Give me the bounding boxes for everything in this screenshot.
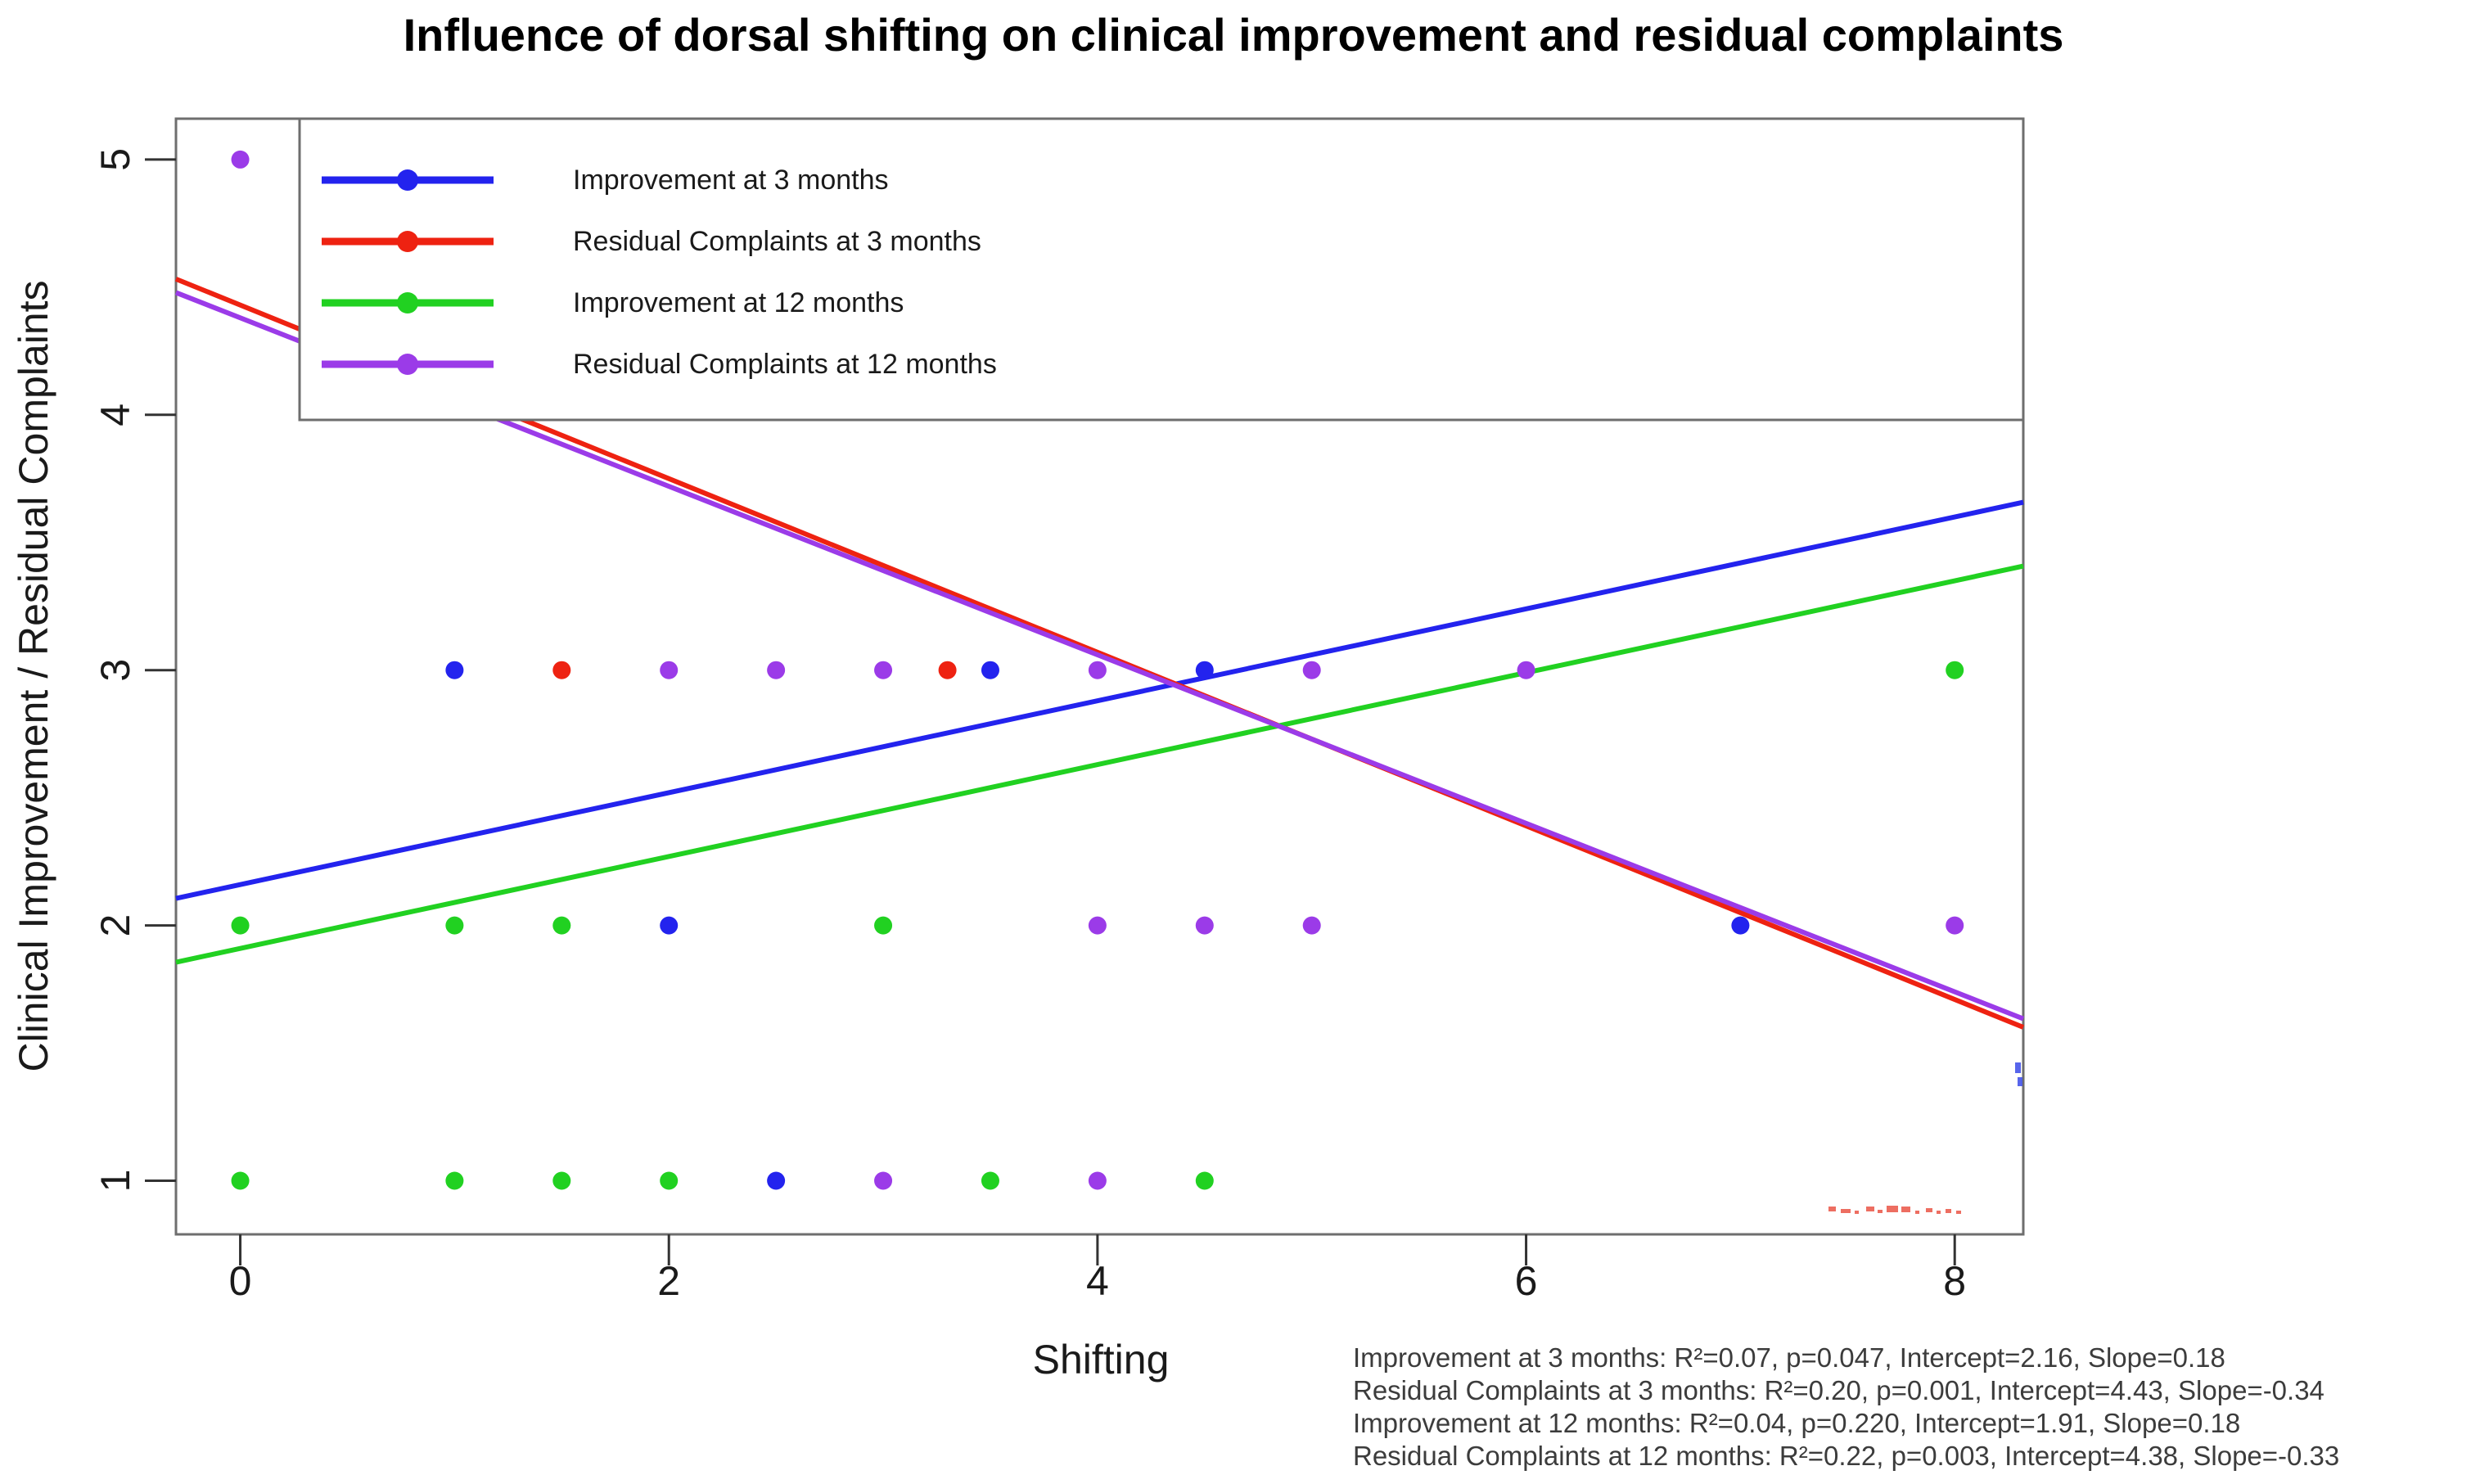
stats-line-3: Improvement at 12 months: R²=0.04, p=0.2…	[1353, 1408, 2240, 1438]
data-point	[767, 661, 786, 679]
legend-label: Residual Complaints at 12 months	[573, 349, 997, 380]
red-overplot-mark	[1937, 1211, 1941, 1214]
data-point	[981, 661, 999, 679]
y-tick-label: 4	[92, 404, 138, 426]
artifact-marks-layer	[1828, 1062, 2022, 1214]
legend-point-sample	[397, 354, 418, 375]
data-point	[660, 661, 679, 679]
data-point	[552, 661, 571, 679]
data-point	[445, 661, 464, 679]
data-point	[1088, 661, 1107, 679]
legend-label: Improvement at 12 months	[573, 287, 904, 318]
data-point	[231, 150, 250, 169]
x-tick-label: 6	[1515, 1258, 1538, 1304]
red-overplot-mark	[1855, 1211, 1859, 1214]
data-point	[1195, 916, 1214, 935]
data-point	[874, 661, 893, 679]
data-point	[874, 1171, 893, 1190]
data-point	[767, 1171, 786, 1190]
data-point	[1302, 916, 1321, 935]
x-tick-label: 8	[1943, 1258, 1966, 1304]
red-overplot-mark	[1956, 1211, 1961, 1214]
x-tick-label: 2	[657, 1258, 680, 1304]
data-point	[552, 916, 571, 935]
stats-line-2: Residual Complaints at 3 months: R²=0.20…	[1353, 1375, 2324, 1405]
legend-items: Improvement at 3 months Residual Complain…	[322, 165, 997, 380]
x-tick-label: 0	[229, 1258, 252, 1304]
legend-point-sample	[397, 231, 418, 252]
red-overplot-mark	[1901, 1207, 1910, 1212]
data-point	[1195, 1171, 1214, 1190]
data-point	[1088, 1171, 1107, 1190]
y-tick-label: 3	[92, 659, 138, 682]
data-point	[231, 916, 250, 935]
x-tick-label: 4	[1086, 1258, 1109, 1304]
stats-line-4: Residual Complaints at 12 months: R²=0.2…	[1353, 1441, 2339, 1471]
regression-line	[175, 499, 2024, 901]
red-overplot-mark	[1915, 1211, 1919, 1214]
stats-block: Improvement at 3 months: R²=0.07, p=0.04…	[1353, 1342, 2339, 1471]
stats-line-1: Improvement at 3 months: R²=0.07, p=0.04…	[1353, 1342, 2225, 1373]
red-overplot-mark	[1878, 1210, 1883, 1213]
data-point	[1088, 916, 1107, 935]
legend-box	[298, 117, 2025, 422]
legend: Improvement at 3 months Residual Complain…	[298, 117, 2025, 422]
legend-label: Improvement at 3 months	[573, 165, 889, 196]
data-point	[445, 916, 464, 935]
y-tick-label: 2	[92, 914, 138, 937]
data-point	[1302, 661, 1321, 679]
data-point	[938, 661, 957, 679]
legend-point-sample	[397, 169, 418, 191]
data-point	[660, 916, 679, 935]
data-point	[981, 1171, 999, 1190]
red-overplot-mark	[1866, 1207, 1874, 1211]
legend-label: Residual Complaints at 3 months	[573, 226, 981, 257]
y-tick-label: 1	[92, 1170, 138, 1193]
red-overplot-mark	[1841, 1209, 1851, 1213]
regression-line	[175, 563, 2024, 965]
data-point	[660, 1171, 679, 1190]
legend-point-sample	[397, 292, 418, 313]
blue-overplot-mark	[2015, 1062, 2021, 1073]
y-tick-label: 5	[92, 148, 138, 171]
data-point	[1731, 916, 1750, 935]
data-point	[1517, 661, 1535, 679]
data-point	[1195, 661, 1214, 679]
red-overplot-mark	[1926, 1208, 1932, 1212]
data-point	[1946, 661, 1964, 679]
red-overplot-mark	[1828, 1207, 1836, 1211]
chart-title: Influence of dorsal shifting on clinical…	[404, 9, 2064, 61]
blue-overplot-mark	[2018, 1077, 2022, 1086]
axis-ticks-layer: 0 2 4 6 8 1 2 3 4 5	[92, 148, 1966, 1304]
data-point	[231, 1171, 250, 1190]
data-point	[552, 1171, 571, 1190]
data-point	[1946, 916, 1964, 935]
y-axis-label: Clinical Improvement / Residual Complain…	[11, 280, 56, 1071]
red-overplot-mark	[1887, 1206, 1898, 1212]
data-point	[874, 916, 893, 935]
red-overplot-mark	[1946, 1209, 1951, 1213]
data-points-layer	[231, 150, 1964, 1190]
x-axis-label: Shifting	[1033, 1337, 1170, 1383]
data-point	[445, 1171, 464, 1190]
